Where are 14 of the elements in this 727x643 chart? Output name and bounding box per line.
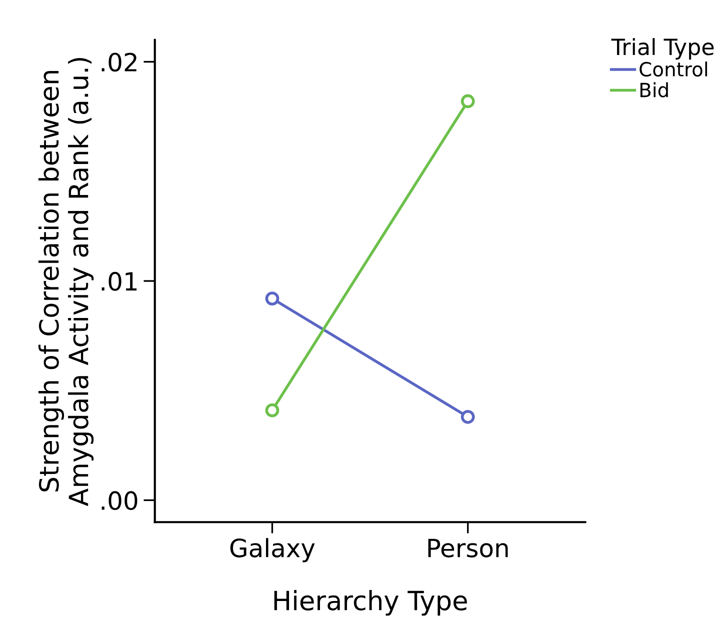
- y-tick-label: .01: [102, 272, 137, 291]
- point: [265, 403, 280, 418]
- legend-title: Trial Type: [611, 38, 714, 60]
- x-tick-label: Person: [428, 538, 508, 558]
- point: [460, 94, 475, 108]
- x-tick-label: Galaxy: [230, 538, 315, 562]
- legend-label: Control: [640, 62, 708, 77]
- x-axis-title: Hierarchy Type: [274, 590, 467, 616]
- y-tick-label: .00: [102, 491, 138, 510]
- y-tick-label: .02: [102, 52, 136, 72]
- point: [265, 292, 280, 306]
- legend-label: Bid: [640, 82, 668, 98]
- point: [460, 410, 475, 424]
- y-axis-title: Strength of Correlation between Amygdala Activity and Rank (a.u.): [38, 58, 94, 506]
